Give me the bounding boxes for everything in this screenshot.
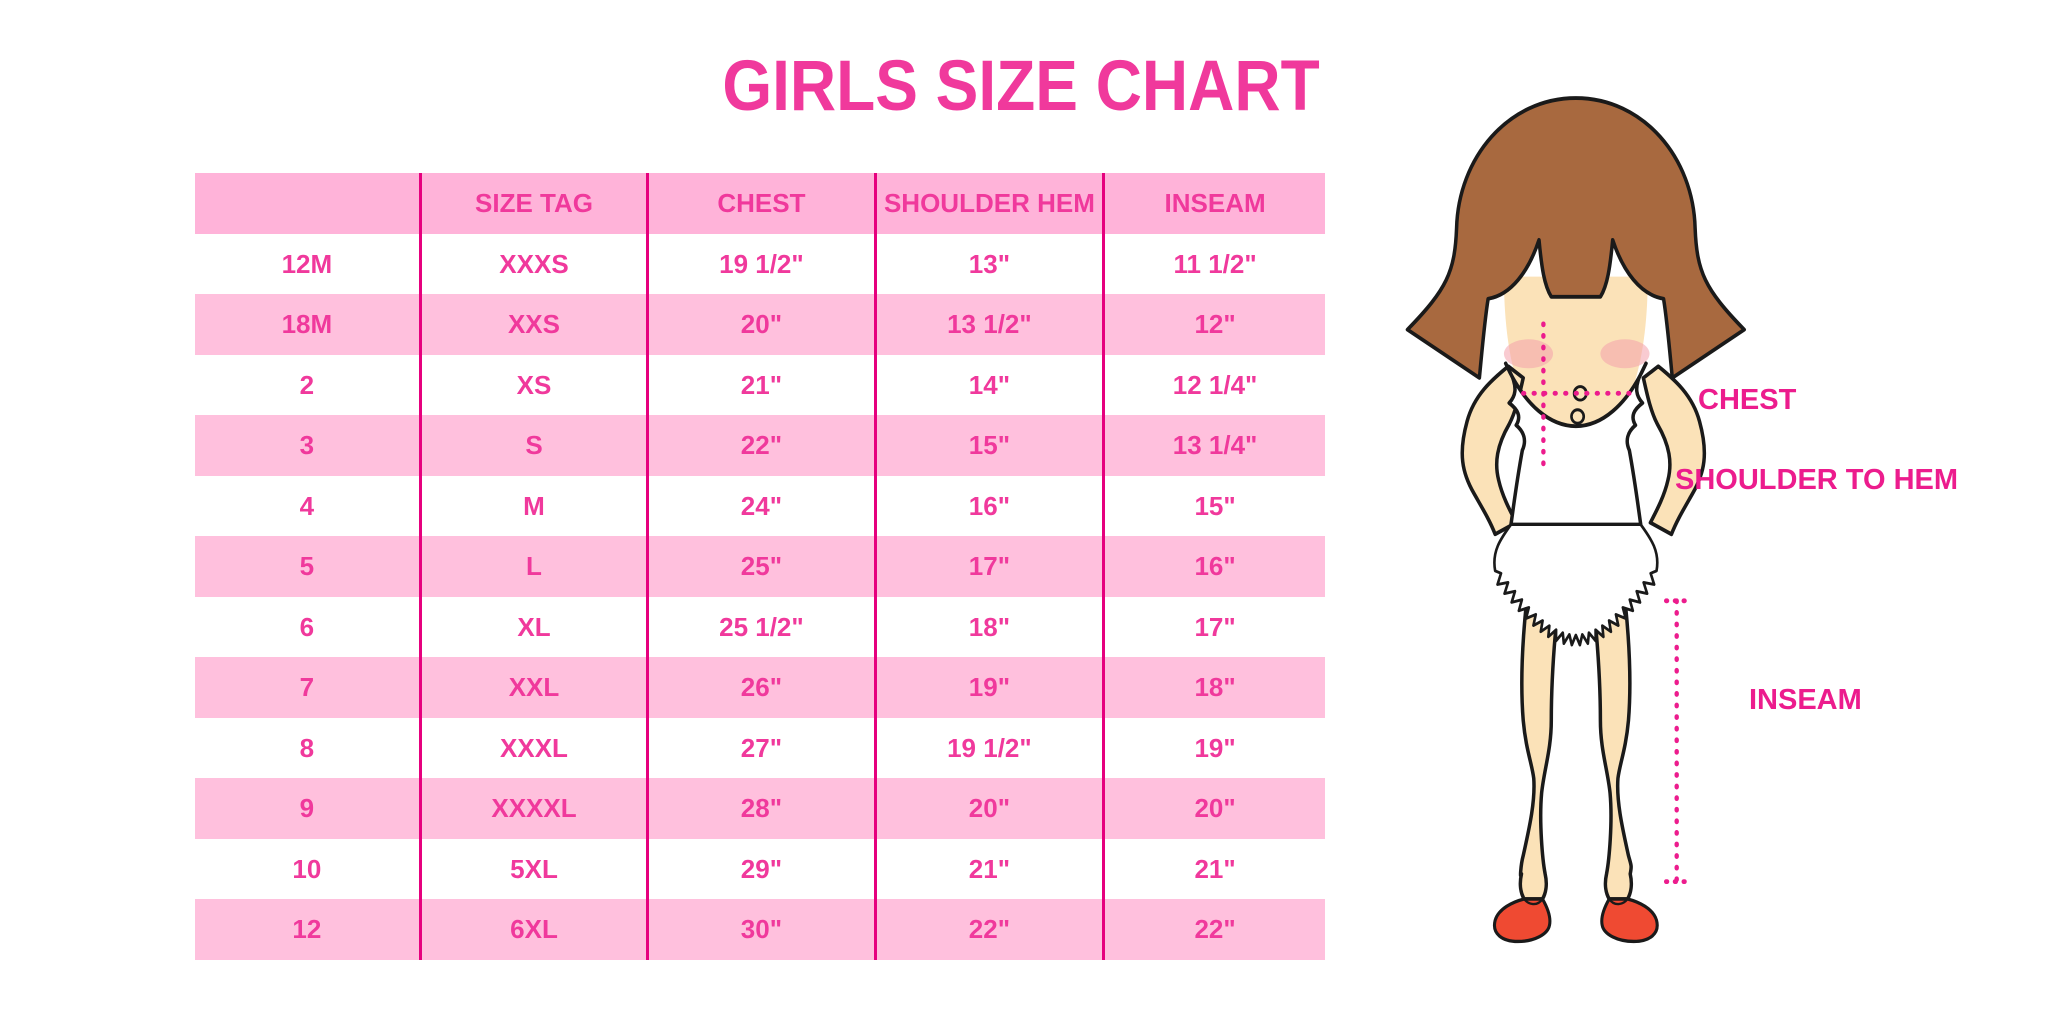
svg-text:INSEAM: INSEAM (1749, 684, 1862, 716)
svg-text:CHEST: CHEST (1698, 384, 1797, 416)
svg-text:SHOULDER TO HEM: SHOULDER TO HEM (1675, 464, 1958, 496)
